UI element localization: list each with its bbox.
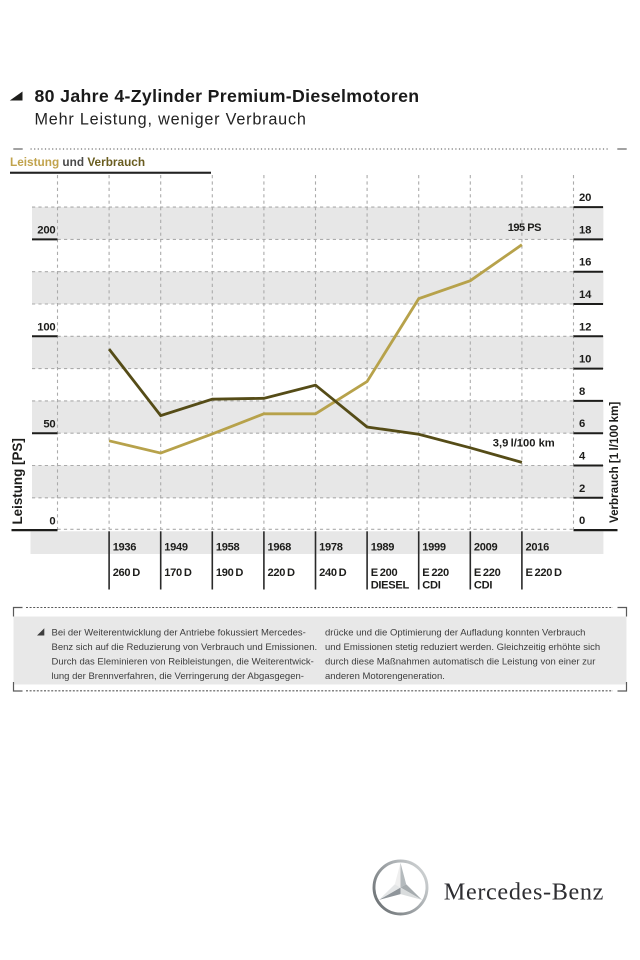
svg-text:200: 200 [37,225,55,237]
svg-text:E 200: E 200 [371,567,398,579]
svg-text:1958: 1958 [216,541,240,553]
svg-text:drücke und die Optimierung der: drücke und die Optimierung der Aufladung… [325,628,585,639]
svg-text:240 D: 240 D [319,567,347,579]
svg-text:DIESEL: DIESEL [371,580,410,592]
svg-text:Leistung [PS]: Leistung [PS] [10,438,25,524]
svg-text:8: 8 [579,386,585,398]
svg-text:E 220: E 220 [474,567,501,579]
svg-text:2: 2 [579,483,585,495]
svg-text:1989: 1989 [371,541,395,553]
svg-text:Bei der Weiterentwicklung der: Bei der Weiterentwicklung der Antriebe f… [52,628,306,639]
svg-text:Mehr Leistung, weniger Verbrau: Mehr Leistung, weniger Verbrauch [35,111,307,129]
svg-text:1968: 1968 [268,541,292,553]
svg-text:195 PS: 195 PS [508,222,541,234]
svg-text:Durch das Eleminieren von Reib: Durch das Eleminieren von Reibleistungen… [52,656,314,667]
svg-text:durch diese Maßnahmen automati: durch diese Maßnahmen automatisch die Le… [325,656,595,667]
svg-text:Leistung und Verbrauch: Leistung und Verbrauch [10,155,145,169]
svg-text:1949: 1949 [164,541,188,553]
svg-text:0: 0 [49,515,55,527]
svg-text:18: 18 [579,224,591,236]
svg-text:20: 20 [579,192,591,204]
svg-text:lung der Brennverfahren, die V: lung der Brennverfahren, die Verringerun… [52,671,304,682]
svg-text:6: 6 [579,418,585,430]
svg-text:3,9 l/100 km: 3,9 l/100 km [493,437,555,449]
svg-text:2016: 2016 [526,541,550,553]
svg-text:190 D: 190 D [216,567,244,579]
svg-text:10: 10 [579,354,591,366]
svg-text:anderen Motorengeneration.: anderen Motorengeneration. [325,671,445,682]
svg-text:Mercedes-Benz: Mercedes-Benz [444,879,604,906]
svg-text:Benz sich auf die Reduzierung: Benz sich auf die Reduzierung von Verbra… [52,642,318,653]
svg-text:1978: 1978 [319,541,343,553]
svg-text:14: 14 [579,289,592,301]
svg-text:1999: 1999 [422,541,446,553]
svg-text:2009: 2009 [474,541,498,553]
svg-text:1936: 1936 [113,541,137,553]
svg-text:12: 12 [579,321,591,333]
svg-text:16: 16 [579,257,591,269]
svg-text:100: 100 [37,322,55,334]
svg-text:260 D: 260 D [113,567,141,579]
svg-text:80 Jahre 4-Zylinder Premium-Di: 80 Jahre 4-Zylinder Premium-Dieselmotore… [35,86,420,106]
svg-text:E 220 D: E 220 D [526,567,563,579]
svg-text:0: 0 [579,515,585,527]
svg-text:E 220: E 220 [422,567,449,579]
svg-text:4: 4 [579,451,586,463]
svg-text:CDI: CDI [474,580,492,592]
svg-text:und Emissionen stetig reduzier: und Emissionen stetig reduziert werden. … [325,642,600,653]
svg-text:50: 50 [43,418,55,430]
svg-text:220 D: 220 D [268,567,296,579]
svg-text:Verbrauch [1 l/100 km]: Verbrauch [1 l/100 km] [608,402,621,523]
svg-text:CDI: CDI [422,580,440,592]
svg-text:170 D: 170 D [164,567,192,579]
